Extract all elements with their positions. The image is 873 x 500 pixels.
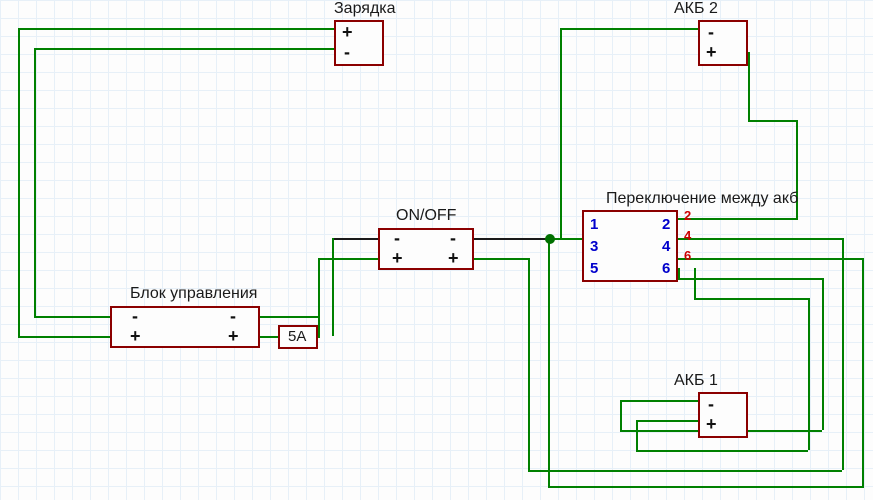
pin-5: 5: [590, 260, 598, 277]
wire: [808, 298, 810, 450]
term-minus: -: [708, 22, 714, 43]
wire: [748, 52, 750, 120]
pin-3: 3: [590, 238, 598, 255]
wire: [678, 278, 824, 280]
wire: [560, 28, 698, 30]
term-minus: -: [708, 394, 714, 415]
box-akb1: - +: [698, 392, 748, 438]
term-minus: -: [344, 42, 350, 63]
pin-4: 4: [662, 238, 670, 255]
wire: [678, 268, 680, 280]
wire: [318, 258, 320, 338]
label-akb1: АКБ 1: [674, 372, 718, 390]
term-plus: +: [392, 248, 403, 269]
label-fuse: 5A: [288, 328, 306, 345]
wire: [18, 336, 110, 338]
term-plus: +: [706, 414, 717, 435]
label-akb2: АКБ 2: [674, 0, 718, 18]
wire: [332, 238, 378, 240]
wire: [620, 400, 622, 430]
wire: [332, 238, 334, 336]
wire: [560, 28, 562, 238]
box-charger: + -: [334, 20, 384, 66]
label-charger: Зарядка: [334, 0, 396, 18]
wire: [694, 298, 810, 300]
wire: [260, 336, 278, 338]
term-minus: -: [450, 228, 456, 249]
wire: [822, 278, 824, 430]
pin-2: 2: [662, 216, 670, 233]
box-control: - - + +: [110, 306, 260, 348]
box-onoff: - - + +: [378, 228, 474, 270]
box-fuse: 5A: [278, 325, 318, 349]
wire: [318, 258, 378, 260]
wire: [34, 48, 36, 318]
wire: [636, 420, 638, 450]
wire: [636, 450, 808, 452]
wire: [678, 218, 798, 220]
out-4: 4: [684, 228, 691, 243]
term-minus: -: [132, 306, 138, 327]
wire: [748, 120, 796, 122]
wire: [474, 238, 550, 240]
wire: [678, 258, 864, 260]
label-switch: Переключение между акб: [606, 190, 798, 208]
wire: [548, 486, 864, 488]
term-plus: +: [342, 22, 353, 43]
junction-dot: [545, 234, 555, 244]
wire: [18, 28, 334, 30]
wire: [34, 316, 110, 318]
wire: [694, 268, 696, 300]
label-control: Блок управления: [130, 285, 257, 303]
term-minus: -: [230, 306, 236, 327]
pin-1: 1: [590, 216, 598, 233]
wire: [528, 258, 530, 470]
wire: [620, 400, 698, 402]
out-6: 6: [684, 248, 691, 263]
wire: [548, 238, 550, 486]
term-plus: +: [228, 326, 239, 347]
out-2: 2: [684, 208, 691, 223]
wire: [34, 48, 334, 50]
box-switch: 1 3 5 2 4 6: [582, 210, 678, 282]
wire: [862, 258, 864, 486]
box-akb2: - +: [698, 20, 748, 66]
wire: [18, 28, 20, 336]
term-plus: +: [448, 248, 459, 269]
wire: [260, 316, 318, 318]
term-plus: +: [706, 42, 717, 63]
pin-6: 6: [662, 260, 670, 277]
wire: [842, 238, 844, 470]
wire: [678, 238, 844, 240]
term-minus: -: [394, 228, 400, 249]
label-onoff: ON/OFF: [396, 207, 456, 225]
term-plus: +: [130, 326, 141, 347]
wire: [528, 470, 842, 472]
wire: [474, 258, 530, 260]
wire: [636, 420, 698, 422]
